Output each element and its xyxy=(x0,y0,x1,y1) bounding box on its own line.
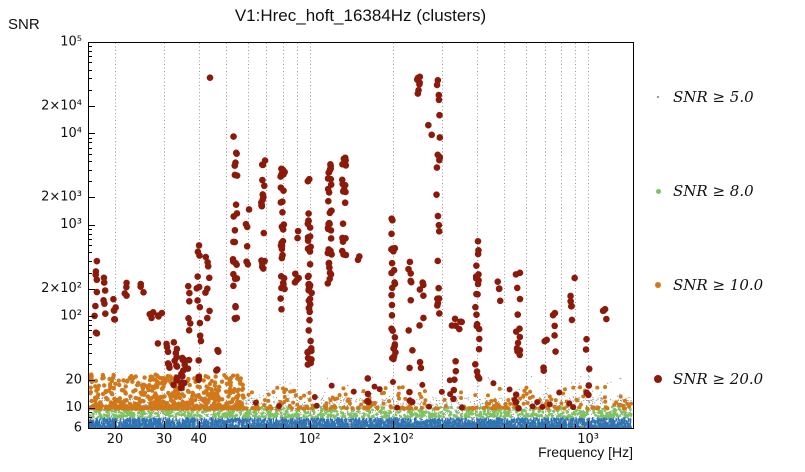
y-axis-label: SNR xyxy=(8,16,40,33)
x-axis-label: Frequency [Hz] xyxy=(538,444,633,460)
legend-item-snr-5: SNR ≥ 5.0 xyxy=(652,86,754,108)
legend-marker-dot xyxy=(652,96,664,98)
legend-item-snr-10: SNR ≥ 10.0 xyxy=(652,274,763,296)
chart-title: V1:Hrec_hoft_16384Hz (clusters) xyxy=(234,6,487,25)
legend-item-snr-20: SNR ≥ 20.0 xyxy=(652,368,763,390)
legend-item-label: SNR ≥ 10.0 xyxy=(673,276,764,294)
legend-item-label: SNR ≥ 5.0 xyxy=(673,88,754,106)
legend-marker-dot xyxy=(652,375,664,383)
legend-marker-dot xyxy=(652,282,664,288)
legend-item-snr-8: SNR ≥ 8.0 xyxy=(652,180,754,202)
legend-item-label: SNR ≥ 8.0 xyxy=(673,182,754,200)
chart-legend: SNR ≥ 5.0 SNR ≥ 8.0 SNR ≥ 10.0 SNR ≥ 20.… xyxy=(652,0,805,472)
legend-marker-dot xyxy=(652,188,664,194)
legend-item-label: SNR ≥ 20.0 xyxy=(673,370,764,388)
